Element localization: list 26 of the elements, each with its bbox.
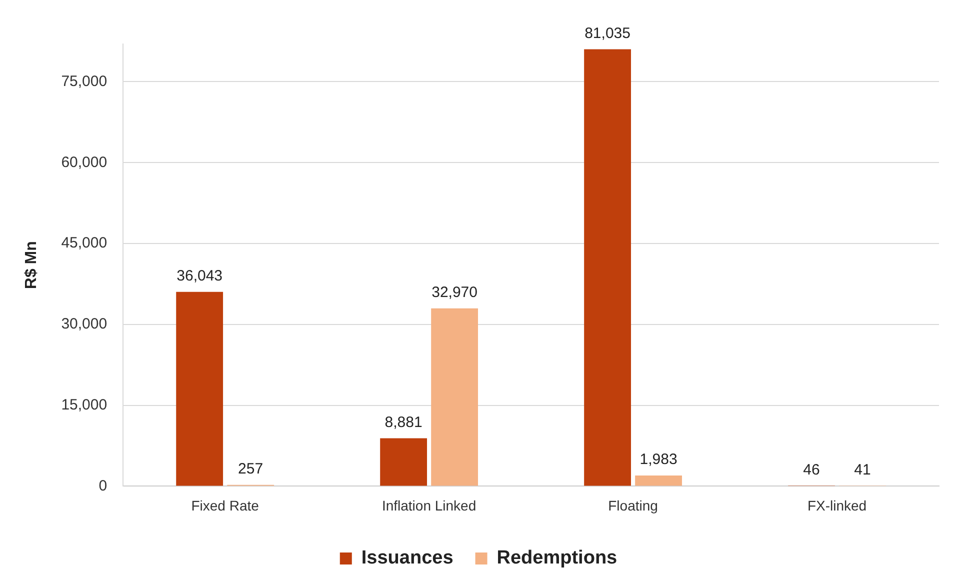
y-tick-label: 60,000 bbox=[61, 154, 108, 171]
legend-label: Redemptions bbox=[496, 548, 618, 569]
bar bbox=[635, 476, 682, 486]
data-label: 41 bbox=[854, 462, 871, 479]
y-tick-label: 0 bbox=[98, 477, 108, 494]
y-tick-label: 30,000 bbox=[61, 316, 108, 333]
x-tick-label: Inflation Linked bbox=[382, 497, 476, 514]
y-tick-label: 75,000 bbox=[61, 72, 108, 90]
bar bbox=[176, 292, 224, 486]
x-tick-label: FX-linked bbox=[807, 497, 867, 514]
data-label: 8,881 bbox=[384, 414, 422, 431]
data-label: 46 bbox=[803, 462, 820, 479]
data-label: 81,035 bbox=[584, 24, 630, 42]
x-tick-label: Fixed Rate bbox=[191, 497, 260, 514]
y-tick-label: 15,000 bbox=[61, 396, 108, 414]
y-tick-label: 45,000 bbox=[61, 234, 108, 252]
legend-label: Issuances bbox=[361, 548, 454, 569]
data-label: 257 bbox=[238, 460, 264, 478]
bar bbox=[380, 438, 428, 486]
data-label: 32,970 bbox=[432, 284, 478, 302]
y-axis-title: R$ Mn bbox=[23, 241, 40, 290]
data-label: 36,043 bbox=[176, 267, 223, 284]
bar bbox=[431, 308, 478, 486]
data-label: 1,983 bbox=[640, 451, 678, 468]
x-tick-label: Floating bbox=[608, 497, 658, 514]
bar bbox=[584, 49, 631, 486]
